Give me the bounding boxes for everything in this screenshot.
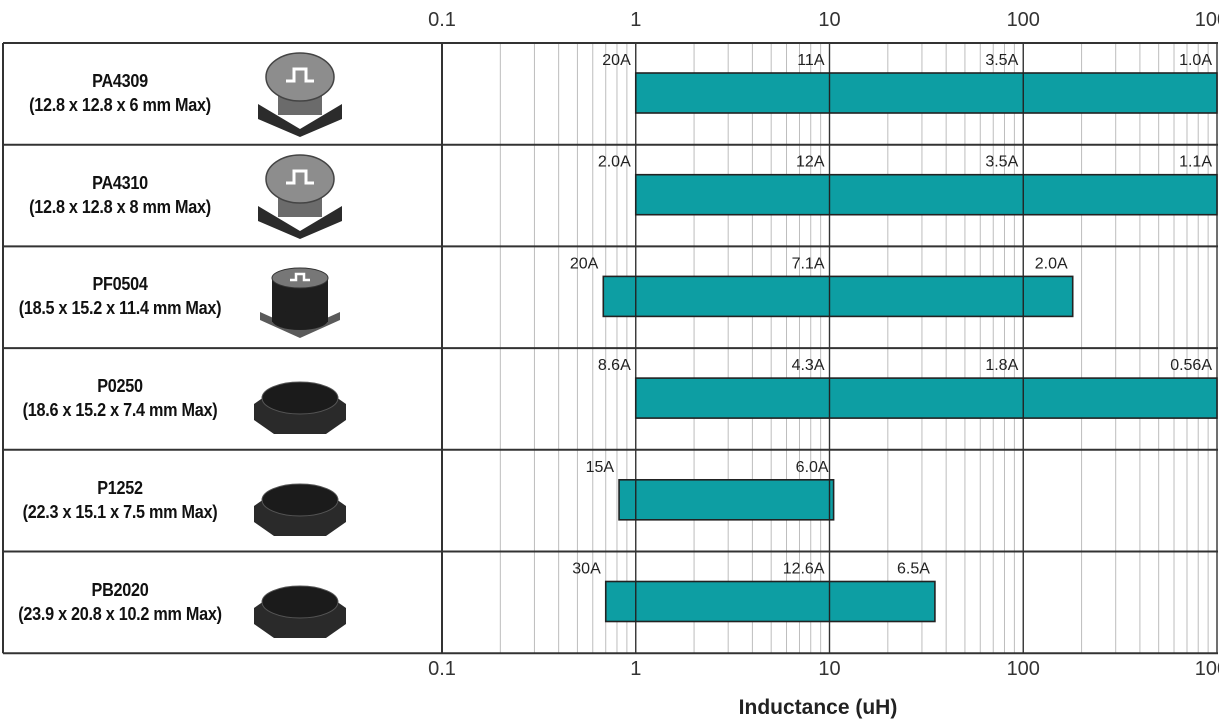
current-rating-label: 2.0A [598,154,631,171]
current-rating-label: 20A [602,52,631,69]
part-number: PA4310 [92,172,148,193]
current-rating-label: 1.1A [1179,154,1212,171]
x-axis-label: Inductance (uH) [739,696,898,719]
part-number: P1252 [97,477,143,498]
current-rating-label: 12.6A [783,561,825,578]
pulse-smd-inductor-icon [254,381,346,435]
x-tick-label-bottom: 1000 [1195,658,1219,680]
range-bar [618,478,835,521]
current-rating-label: 3.5A [985,52,1018,69]
part-number: PF0504 [92,274,148,295]
x-tick-label-top: 1 [630,9,641,31]
current-rating-label: 2.0A [1035,255,1068,272]
current-rating-label: 12A [796,154,825,171]
current-rating-label: 0.56A [1170,357,1212,374]
x-tick-label-bottom: 100 [1007,658,1040,680]
pulse-power-inductor-icon [254,585,346,638]
part-number: PB2020 [91,579,149,600]
wire-wound-inductor-icon [260,267,340,339]
current-rating-label: 8.6A [598,357,631,374]
part-label: P1252 (22.3 x 15.1 x 7.5 mm Max) [17,476,222,524]
current-labels: 20A 11A 3.5A 1.0A 2.0A 12A 3.5A 1.1A 20A 7.1A 2.0A… [570,52,1212,578]
current-rating-label: 3.5A [985,154,1018,171]
range-bar [604,580,936,623]
current-rating-label: 11A [797,52,825,69]
part-dimensions: (23.9 x 20.8 x 10.2 mm Max) [18,603,222,624]
part-number: PA4309 [92,71,148,91]
part-dimensions: (18.5 x 15.2 x 11.4 mm Max) [18,298,222,319]
x-tick-label-bottom: 1 [630,658,641,680]
part-label: PA4309 (12.8 x 12.8 x 6 mm Max) [17,69,222,117]
part-number: P0250 [97,376,143,397]
part-dimensions: (12.8 x 12.8 x 8 mm Max) [29,196,211,217]
x-tick-label-top: 100 [1007,9,1040,31]
current-rating-label: 1.8A [985,357,1018,374]
current-rating-label: 1.0A [1179,52,1212,69]
part-dimensions: (18.6 x 15.2 x 7.4 mm Max) [22,400,218,421]
pulse-smd-inductor-icon [254,483,346,536]
part-label: P0250 (18.6 x 15.2 x 7.4 mm Max) [17,374,222,422]
range-bar [634,173,1218,216]
range-bars [602,72,1218,623]
current-rating-label: 6.0A [796,459,829,476]
x-tick-label-top: 0.1 [428,9,456,31]
range-bar [634,377,1218,419]
current-rating-label: 30A [572,561,601,578]
part-dimensions: (12.8 x 12.8 x 6 mm Max) [29,95,211,115]
part-dimensions: (22.3 x 15.1 x 7.5 mm Max) [22,501,218,522]
range-bar [602,275,1074,318]
range-bar [634,72,1218,114]
x-tick-label-bottom: 10 [818,658,840,680]
axis-ticks: 0.1 0.1 1 1 10 10 100 100 1000 1000 [428,9,1219,680]
current-rating-label: 6.5A [897,561,930,578]
current-rating-label: 7.1A [792,255,825,272]
current-rating-label: 4.3A [792,357,825,374]
current-rating-label: 20A [570,255,599,272]
part-label: PB2020 (23.9 x 20.8 x 10.2 mm Max) [17,578,222,626]
shielded-inductor-round-icon [258,52,342,137]
x-tick-label-bottom: 0.1 [428,658,456,680]
x-tick-label-top: 10 [818,9,840,31]
shielded-inductor-round-icon [258,153,342,239]
part-label: PA4310 (12.8 x 12.8 x 8 mm Max) [17,171,222,219]
table-frame [2,42,1218,655]
part-label: PF0504 (18.5 x 15.2 x 11.4 mm Max) [17,272,222,320]
x-tick-label-top: 1000 [1195,9,1219,31]
current-rating-label: 15A [586,459,615,476]
